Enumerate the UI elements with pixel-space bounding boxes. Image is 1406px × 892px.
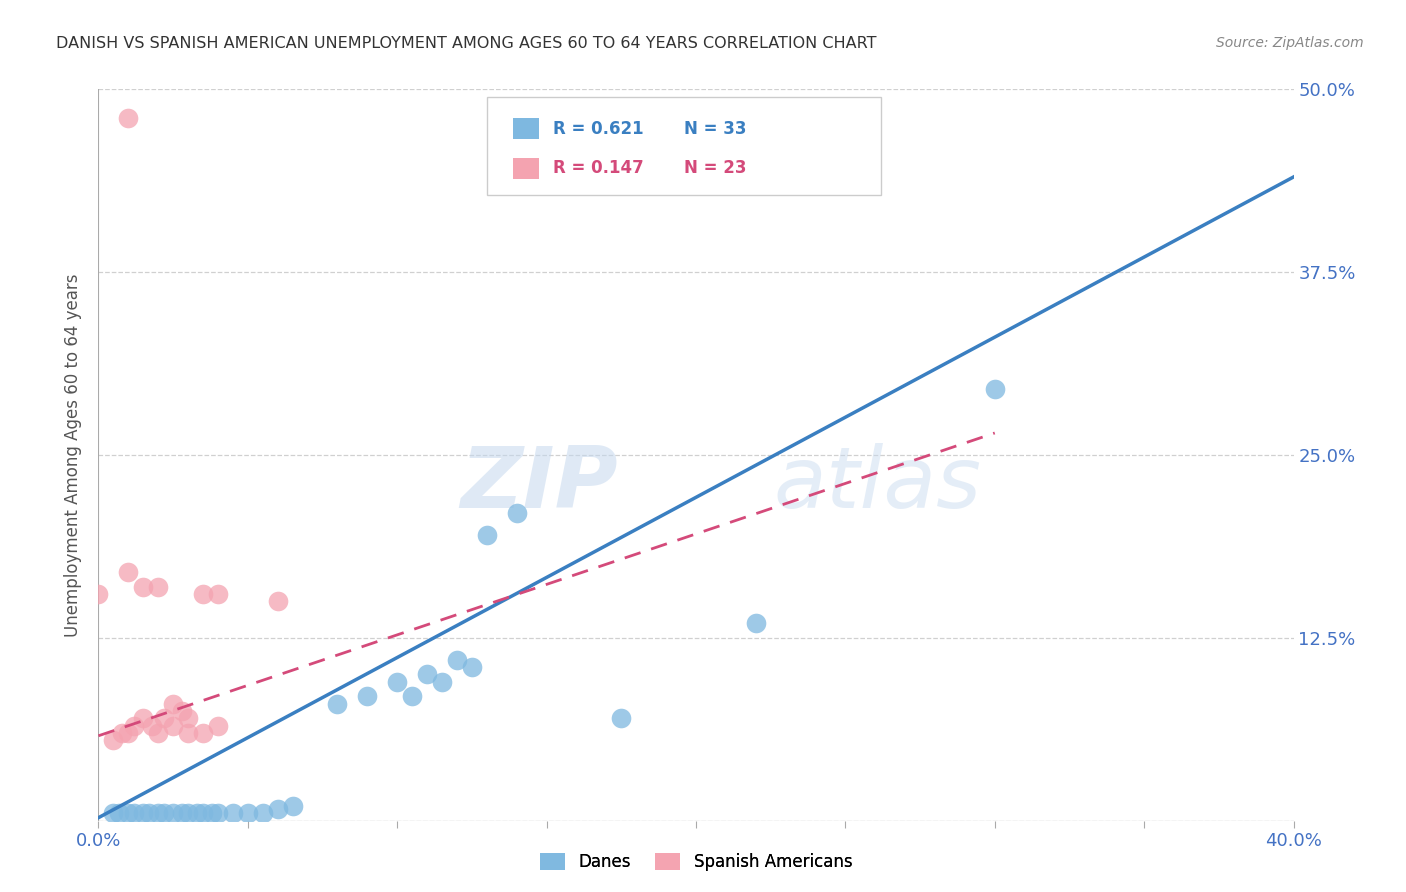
Point bbox=[281, 799, 304, 814]
Text: DANISH VS SPANISH AMERICAN UNEMPLOYMENT AMONG AGES 60 TO 64 YEARS CORRELATION CH: DANISH VS SPANISH AMERICAN UNEMPLOYMENT … bbox=[56, 36, 877, 51]
Text: N = 33: N = 33 bbox=[685, 120, 747, 138]
Point bbox=[385, 674, 409, 689]
Y-axis label: Unemployment Among Ages 60 to 64 years: Unemployment Among Ages 60 to 64 years bbox=[65, 273, 83, 637]
Text: ZIP: ZIP bbox=[461, 442, 619, 525]
Point bbox=[326, 697, 349, 711]
Point bbox=[267, 594, 290, 608]
Point bbox=[124, 806, 146, 821]
Point bbox=[117, 112, 139, 126]
Point bbox=[267, 802, 290, 816]
Point bbox=[461, 660, 484, 674]
Point bbox=[141, 718, 163, 732]
Point bbox=[475, 528, 498, 542]
Text: atlas: atlas bbox=[773, 442, 981, 525]
Point bbox=[124, 718, 146, 732]
Point bbox=[111, 726, 134, 740]
Point bbox=[162, 806, 184, 821]
Point bbox=[172, 704, 194, 718]
Point bbox=[506, 507, 529, 521]
Point bbox=[103, 806, 125, 821]
Point bbox=[186, 806, 208, 821]
Point bbox=[191, 587, 214, 601]
Point bbox=[177, 726, 200, 740]
Point bbox=[153, 711, 176, 725]
Point bbox=[236, 806, 259, 821]
Point bbox=[207, 587, 229, 601]
Point bbox=[162, 697, 184, 711]
Point bbox=[162, 718, 184, 732]
Point bbox=[401, 690, 423, 704]
Point bbox=[356, 690, 378, 704]
Point bbox=[446, 653, 468, 667]
Point bbox=[117, 565, 139, 579]
Point bbox=[138, 806, 160, 821]
Point bbox=[252, 806, 274, 821]
FancyBboxPatch shape bbox=[486, 96, 882, 195]
Point bbox=[416, 667, 439, 681]
Point bbox=[430, 674, 453, 689]
Point bbox=[745, 616, 768, 631]
Point bbox=[191, 806, 214, 821]
Point bbox=[148, 580, 170, 594]
Point bbox=[207, 718, 229, 732]
Point bbox=[148, 806, 170, 821]
Point bbox=[207, 806, 229, 821]
Legend: Danes, Spanish Americans: Danes, Spanish Americans bbox=[533, 847, 859, 878]
Point bbox=[191, 726, 214, 740]
Point bbox=[177, 806, 200, 821]
Point bbox=[132, 580, 155, 594]
FancyBboxPatch shape bbox=[513, 158, 540, 178]
Text: N = 23: N = 23 bbox=[685, 160, 747, 178]
Point bbox=[103, 733, 125, 747]
Point bbox=[132, 806, 155, 821]
Point bbox=[172, 806, 194, 821]
Point bbox=[610, 711, 633, 725]
Point bbox=[117, 806, 139, 821]
Point bbox=[87, 587, 110, 601]
Point bbox=[117, 726, 139, 740]
FancyBboxPatch shape bbox=[513, 119, 540, 139]
Point bbox=[148, 726, 170, 740]
Point bbox=[984, 382, 1007, 396]
Point bbox=[132, 711, 155, 725]
Point bbox=[153, 806, 176, 821]
Text: R = 0.621: R = 0.621 bbox=[553, 120, 643, 138]
Point bbox=[201, 806, 224, 821]
Text: R = 0.147: R = 0.147 bbox=[553, 160, 644, 178]
Point bbox=[177, 711, 200, 725]
Text: Source: ZipAtlas.com: Source: ZipAtlas.com bbox=[1216, 36, 1364, 50]
Point bbox=[222, 806, 245, 821]
Point bbox=[108, 806, 131, 821]
